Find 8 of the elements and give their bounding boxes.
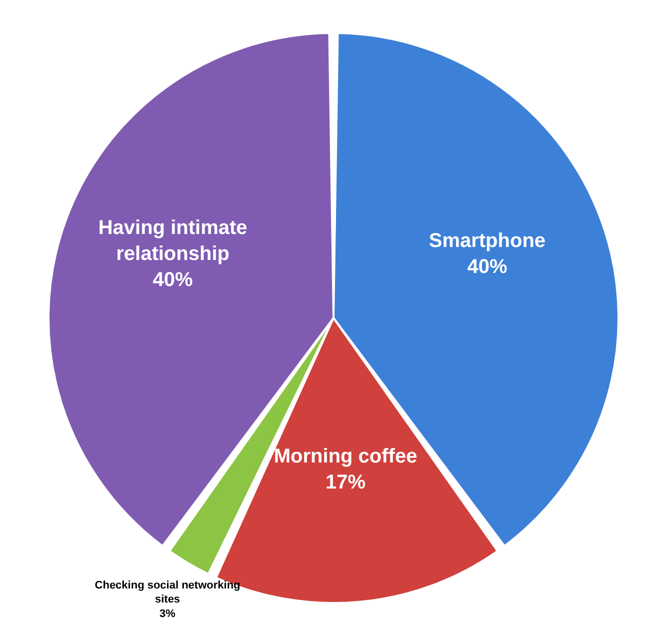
data-label: 40% — [467, 256, 508, 278]
slice-label: Smartphone — [428, 230, 546, 252]
data-label: 3% — [160, 608, 176, 620]
slice-label: Checking social networking sites — [94, 579, 240, 606]
data-label: 40% — [152, 268, 194, 291]
data-label: 17% — [326, 472, 366, 494]
slice-label: Having intimate relationship — [98, 216, 248, 265]
slice-label: Morning coffee — [274, 446, 418, 468]
